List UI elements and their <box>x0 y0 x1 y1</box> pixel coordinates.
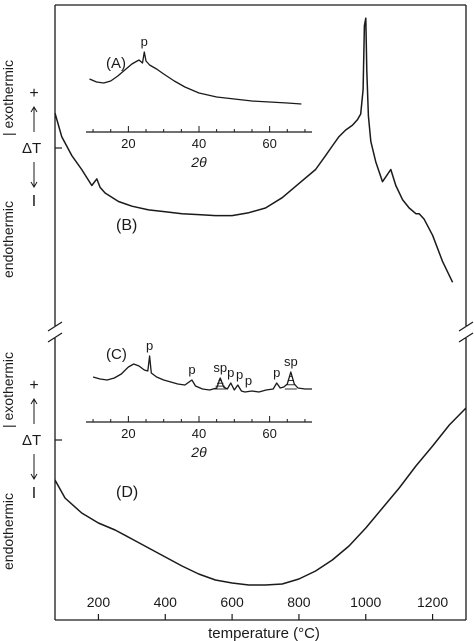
panel-b-inset-a-xlabel: 2θ <box>190 154 207 170</box>
panel-d-dta-curve <box>54 407 467 586</box>
panel-d-xtick-label-400: 400 <box>154 594 178 610</box>
panel-b-arrowhead-up <box>30 106 38 113</box>
panel-d-ylabel-delta-t: ΔT <box>22 432 41 449</box>
panel-d-ylabel-endothermic: endothermic <box>0 493 16 570</box>
panel-d-xtick-label-600: 600 <box>220 594 244 610</box>
panel-b-ylabel-minus: I <box>32 193 36 210</box>
panel-b-inset-a-tick-label-40: 40 <box>192 136 206 151</box>
panel-b-inset-a-xrd-curve <box>89 51 302 105</box>
panel-d-xtick-label-200: 200 <box>87 594 111 610</box>
panel-d: endothermic | exothermic ΔT + I (D) 200 400 600… <box>0 338 467 641</box>
panel-d-inset-c-peak-label-5: p <box>245 373 252 388</box>
panel-b-ylabel-exothermic: | exothermic <box>0 60 16 136</box>
panel-d-xlabel: temperature (°C) <box>208 625 320 641</box>
axis-break-left-b <box>47 332 63 343</box>
panel-b-ylabel-delta-t: ΔT <box>22 140 41 157</box>
panel-d-inset-c-peak-label-4: p <box>236 367 243 382</box>
panel-b-inset-a-peak-label-0: p <box>141 34 148 49</box>
panel-b-arrowhead-down <box>30 181 38 188</box>
axis-break-right-a <box>458 321 474 332</box>
panel-d-ylabel-minus: I <box>32 485 36 502</box>
panel-d-inset-c-label: (C) <box>106 346 127 363</box>
panel-b-label: (B) <box>116 217 137 234</box>
panel-d-inset-c-xlabel: 2θ <box>190 444 207 460</box>
panel-d-inset-c-peak-label-3: p <box>227 365 234 380</box>
panel-d-xtick-label-800: 800 <box>287 594 311 610</box>
panel-d-arrowhead-up <box>30 398 38 405</box>
panel-d-inset-c-tick-label-40: 40 <box>192 426 206 441</box>
panel-d-inset-c-tick-label-60: 60 <box>262 426 276 441</box>
panel-b-inset-a-tick-label-60: 60 <box>262 136 276 151</box>
panel-d-xtick-label-1200: 1200 <box>417 594 448 610</box>
figure-frame <box>47 4 474 621</box>
panel-b: endothermic | exothermic ΔT + I (B) 20 40 60 2θ (… <box>0 17 454 283</box>
panel-d-xtick-label-1000: 1000 <box>350 594 381 610</box>
panel-b-inset-a-label: (A) <box>106 55 126 72</box>
panel-d-inset-c-xrd-curve <box>92 355 312 393</box>
panel-d-inset-c-peak-label-6: p <box>273 365 280 380</box>
panel-d-inset-c-tick-label-20: 20 <box>121 426 135 441</box>
panel-d-inset-c-peak-label-7: sp <box>284 354 298 369</box>
axis-break-right-b <box>458 332 474 343</box>
panel-d-ylabel-plus: + <box>29 377 38 394</box>
panel-b-ylabel-endothermic: endothermic <box>0 201 16 278</box>
panel-d-arrowhead-down <box>30 473 38 480</box>
panel-b-dta-curve <box>54 17 454 283</box>
panel-d-inset-c-peak-label-1: p <box>188 362 195 377</box>
panel-b-ylabel-plus: + <box>29 85 38 102</box>
panel-d-label: (D) <box>116 484 138 501</box>
axis-break-left-a <box>47 321 63 332</box>
panel-d-inset-c-peak-label-0: p <box>146 338 153 353</box>
panel-d-inset-c-peak-label-2: sp <box>213 360 227 375</box>
panel-b-inset-a-tick-label-20: 20 <box>121 136 135 151</box>
panel-d-ylabel-exothermic: | exothermic <box>0 352 16 428</box>
